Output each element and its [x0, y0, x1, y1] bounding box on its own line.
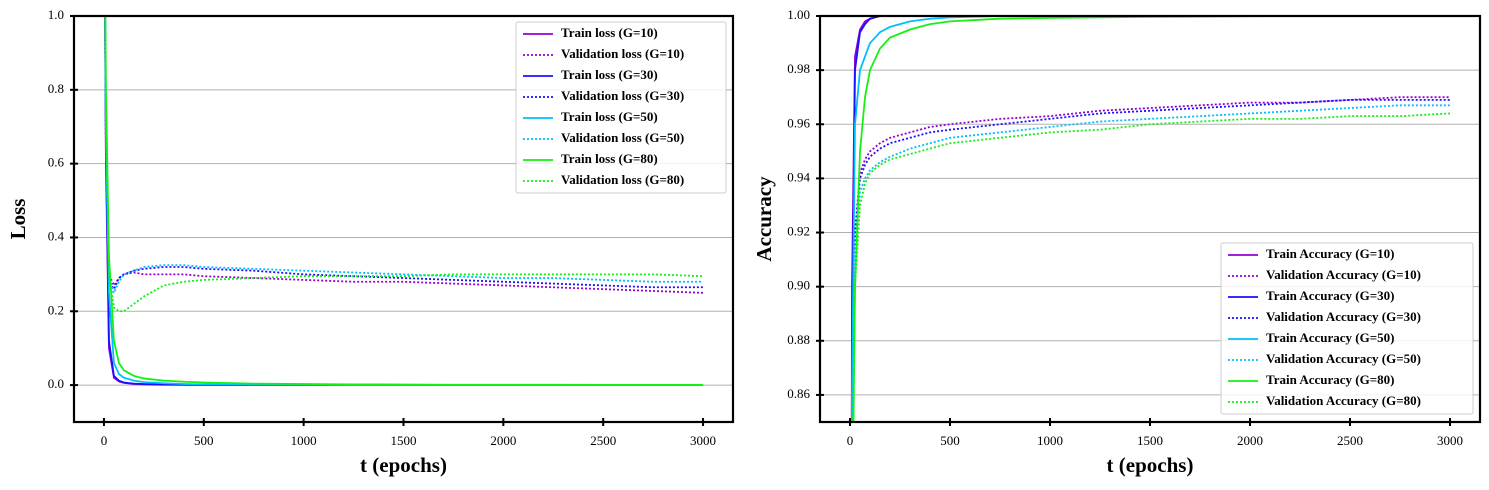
- legend-label: Validation loss (G=80): [561, 172, 684, 187]
- y-tick-label: 0.92: [787, 224, 810, 239]
- x-tick-label: 3000: [1437, 433, 1463, 448]
- series-line: [104, 16, 704, 313]
- legend-box: [1220, 242, 1474, 415]
- legend-label: Validation Accuracy (G=30): [1266, 309, 1421, 324]
- legend-label: Train Accuracy (G=30): [1266, 288, 1394, 303]
- y-axis-label: Accuracy: [752, 176, 776, 262]
- y-tick-label: 0.6: [48, 155, 65, 170]
- legend-label: Train loss (G=50): [561, 109, 658, 124]
- x-tick-label: 1000: [1037, 433, 1063, 448]
- legend: Train Accuracy (G=10) Validation Accuracy…: [1220, 242, 1474, 415]
- legend: Train loss (G=10) Validation loss (G=10) T…: [515, 21, 727, 194]
- legend-label: Train Accuracy (G=50): [1266, 330, 1394, 345]
- lines: [850, 16, 1451, 422]
- y-tick-label: 0.2: [48, 302, 64, 317]
- legend-label: Train loss (G=10): [561, 25, 658, 40]
- x-tick-label: 500: [194, 433, 214, 448]
- x-tick-label: 1500: [391, 433, 417, 448]
- x-tick-label: 2000: [490, 433, 516, 448]
- series-line: [104, 16, 704, 296]
- series-line: [850, 16, 1450, 422]
- x-tick-label: 2000: [1237, 433, 1263, 448]
- legend-label: Train Accuracy (G=80): [1266, 372, 1394, 387]
- legend-label: Train loss (G=30): [561, 67, 658, 82]
- x-axis-label: t (epochs): [1107, 453, 1194, 477]
- legend-label: Train loss (G=80): [561, 151, 658, 166]
- y-axis-label: Loss: [6, 199, 30, 240]
- y-tick-label: 1.0: [48, 7, 64, 22]
- legend-label: Validation loss (G=30): [561, 88, 684, 103]
- y-tick-label: 0.0: [48, 376, 64, 391]
- series-line: [850, 16, 1450, 422]
- series-line: [851, 96, 1450, 422]
- y-tick-label: 0.8: [48, 81, 64, 96]
- y-tick-label: 1.00: [787, 7, 810, 22]
- series-line: [851, 16, 1450, 422]
- panel: 0.0 0.2 0.4 0.6 0.8 1.0 0 500 1000 1500 2000 2500 30…: [6, 7, 735, 477]
- x-tick-label: 2500: [1337, 433, 1363, 448]
- x-tick-label: 0: [101, 433, 108, 448]
- legend-label: Train Accuracy (G=10): [1266, 246, 1394, 261]
- series-line: [104, 16, 704, 386]
- y-tick-label: 0.98: [787, 61, 810, 76]
- legend-label: Validation Accuracy (G=80): [1266, 393, 1421, 408]
- panel: 0.86 0.88 0.90 0.92 0.94 0.96 0.98 1.00 0 500 1000…: [752, 7, 1482, 477]
- x-tick-label: 500: [940, 433, 960, 448]
- y-tick-label: 0.94: [787, 169, 810, 184]
- y-tick-label: 0.4: [48, 228, 65, 243]
- legend-label: Validation loss (G=10): [561, 46, 684, 61]
- x-tick-label: 1500: [1137, 433, 1163, 448]
- y-tick-label: 0.90: [787, 278, 810, 293]
- series-line: [851, 112, 1451, 422]
- x-tick-label: 2500: [590, 433, 616, 448]
- x-tick-label: 1000: [291, 433, 317, 448]
- x-tick-label: 0: [847, 433, 854, 448]
- lines: [104, 16, 704, 386]
- x-axis-label: t (epochs): [360, 453, 447, 477]
- y-tick-label: 0.86: [787, 386, 810, 401]
- axes-frame: [818, 14, 1482, 424]
- x-tick-label: 3000: [690, 433, 716, 448]
- series-line: [851, 104, 1450, 422]
- y-tick-label: 0.88: [787, 332, 810, 347]
- legend-label: Validation loss (G=50): [561, 130, 684, 145]
- legend-label: Validation Accuracy (G=10): [1266, 267, 1421, 282]
- y-tick-label: 0.96: [787, 115, 810, 130]
- series-line: [851, 99, 1450, 422]
- axes-frame: [72, 14, 735, 424]
- legend-label: Validation Accuracy (G=50): [1266, 351, 1421, 366]
- legend-box: [515, 21, 727, 194]
